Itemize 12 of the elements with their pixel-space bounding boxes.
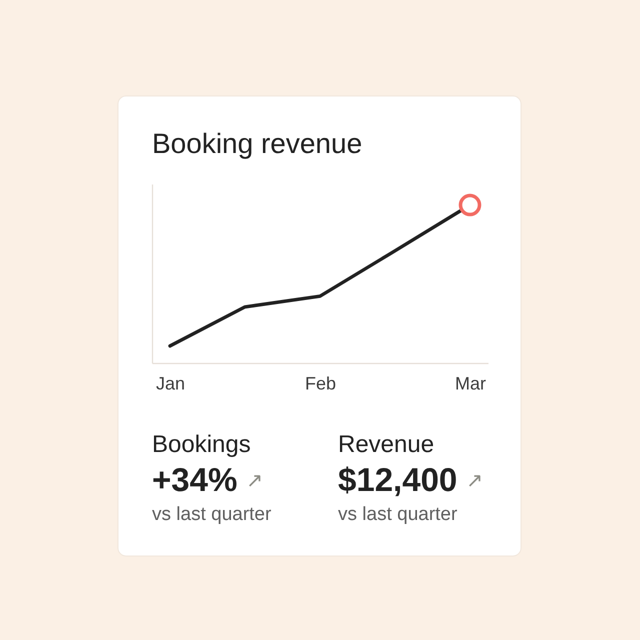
text: Bookings <box>152 431 251 458</box>
chart-title: Booking revenue <box>152 128 362 159</box>
x-tick-label: Mar <box>455 374 486 394</box>
text: Revenue <box>338 431 434 458</box>
text: +34% <box>152 461 238 498</box>
text: vs last quarter <box>338 504 458 525</box>
text: $12,400 <box>338 461 458 498</box>
x-tick-label: Feb <box>304 374 336 394</box>
text: ↗ <box>246 468 264 492</box>
text: ↗ <box>466 468 484 492</box>
text: vs last quarter <box>152 504 272 525</box>
x-tick-label: Jan <box>156 374 186 394</box>
